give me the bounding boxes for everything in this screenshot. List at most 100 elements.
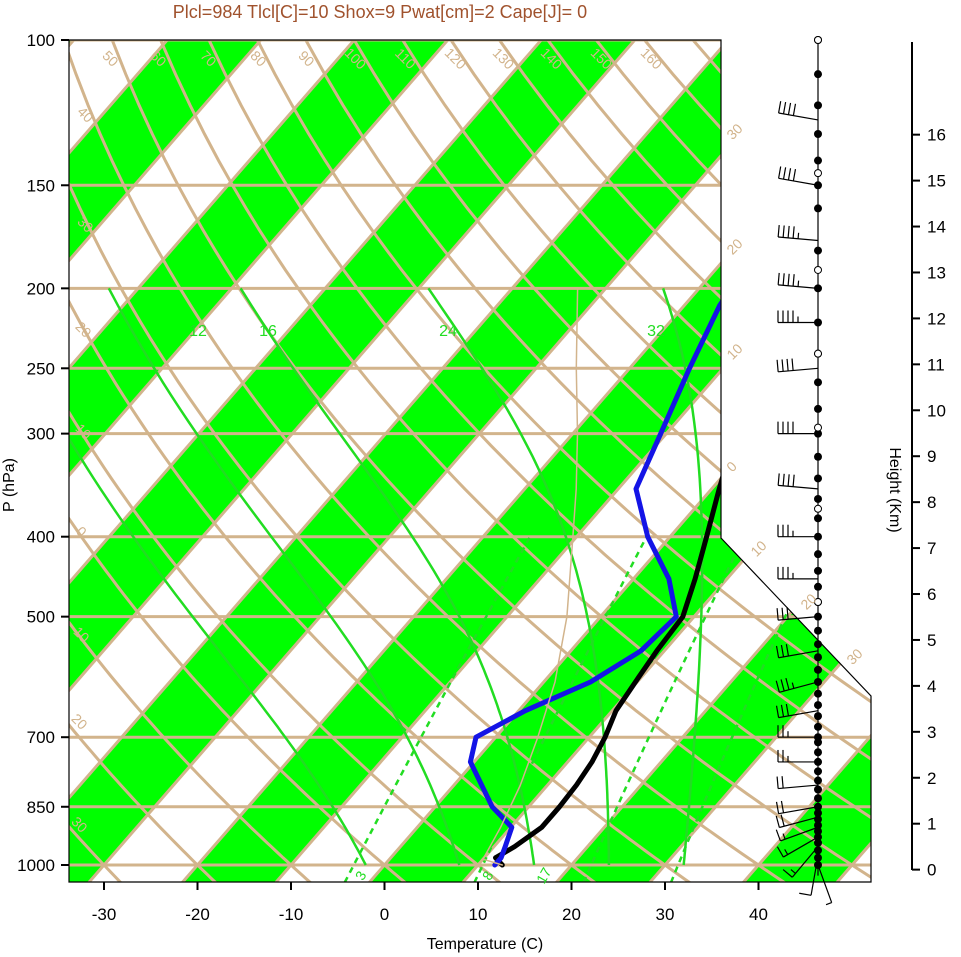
wind-feather — [787, 474, 790, 487]
wind-feather — [785, 703, 790, 716]
parcel-line — [482, 287, 579, 866]
y-tick-label: 700 — [27, 728, 55, 747]
axes: -30 -20 -10 0 10 20 30 401001502002503004005007… — [17, 31, 768, 924]
wind-dot — [814, 767, 822, 776]
wind-feather — [825, 902, 832, 906]
height-tick-label: 5 — [927, 631, 936, 650]
wind-feather — [776, 359, 779, 372]
mixing-ratio-line — [669, 536, 823, 882]
wind-dot — [814, 665, 822, 674]
wind-feather — [782, 273, 785, 286]
wind-feather — [782, 833, 786, 840]
height-tick-label: 14 — [927, 218, 946, 237]
x-tick-label: 0 — [380, 905, 389, 924]
wind-feather — [792, 274, 795, 287]
wind-dot — [814, 378, 822, 387]
moist-adiabat-label: 16 — [259, 323, 277, 340]
wind-feather — [775, 815, 780, 828]
wind-barb — [817, 864, 833, 903]
moist-adiabat-label: 24 — [439, 323, 457, 340]
height-axis-title: Height (Km) — [886, 447, 903, 532]
wind-dot-open — [814, 169, 822, 178]
wind-dot — [814, 550, 822, 559]
y-axis-title: P (hPa) — [1, 458, 18, 512]
wind-dot — [814, 701, 822, 710]
wind-feather — [792, 474, 795, 487]
wind-dot — [814, 809, 822, 818]
wind-dot-open — [814, 349, 822, 358]
mixing-ratio-label: 3 — [352, 868, 370, 883]
height-tick-label: 4 — [927, 677, 936, 696]
wind-dot-open — [814, 36, 822, 44]
wind-dot — [814, 653, 822, 662]
dry-adiabat — [144, 40, 871, 882]
isotherm-line — [69, 40, 669, 882]
wind-dot-open — [814, 423, 822, 432]
isotherm-line — [69, 40, 389, 882]
isotherm-line — [69, 40, 763, 882]
wind-feather — [781, 359, 784, 372]
height-tick-label: 1 — [927, 815, 936, 834]
moist-adiabat-label: 32 — [647, 323, 665, 340]
wind-feather — [778, 101, 782, 114]
y-tick-label: 1000 — [17, 856, 55, 875]
moist-adiabat — [107, 287, 461, 866]
height-tick-label: 2 — [927, 769, 936, 788]
wind-barb — [778, 616, 819, 621]
moist-adiabat — [239, 287, 536, 866]
height-tick-label: 16 — [927, 126, 946, 145]
moist-adiabat — [69, 287, 367, 866]
temperature-stripe — [69, 40, 294, 882]
isotherm-line — [634, 40, 871, 882]
wind-dot — [814, 626, 822, 635]
wind-dot — [814, 640, 822, 649]
wind-feather — [780, 704, 785, 717]
mixing-ratio-label: 8 — [479, 868, 497, 883]
temperature-stripe — [69, 40, 481, 882]
x-tick-label: 40 — [749, 905, 768, 924]
wind-feather — [780, 679, 785, 692]
wind-dot — [814, 494, 822, 503]
wind-barb — [778, 806, 819, 815]
wind-dot-open — [814, 598, 822, 607]
wind-dot — [814, 204, 822, 213]
wind-dot — [814, 156, 822, 165]
x-tick-label: 30 — [656, 905, 675, 924]
right-isotherm-label: 20 — [723, 235, 745, 257]
wind-dot — [814, 748, 822, 757]
wind-feather — [780, 814, 785, 827]
height-tick-label: 12 — [927, 309, 946, 328]
x-tick-label: 10 — [469, 905, 488, 924]
wind-barb — [778, 177, 819, 186]
wind-barb — [791, 846, 819, 878]
dry-adiabat — [69, 40, 331, 882]
dry-adiabat — [285, 40, 871, 882]
wind-feather — [775, 829, 781, 842]
wind-feather — [778, 166, 782, 179]
isotherm-label: 130 — [490, 45, 518, 73]
wind-feather — [792, 103, 797, 116]
wind-dot — [814, 794, 822, 803]
wind-dot — [814, 582, 822, 591]
wind-dot — [814, 785, 822, 794]
wind-feather — [782, 225, 785, 238]
isotherm-label: 160 — [638, 45, 666, 73]
moist-adiabat-label: 12 — [189, 323, 207, 340]
height-tick-label: 11 — [927, 355, 945, 374]
dry-adiabat — [69, 40, 811, 882]
wind-barb — [778, 112, 819, 121]
isotherm-line — [69, 40, 295, 882]
x-tick-label: 20 — [562, 905, 581, 924]
isotherm-line — [69, 40, 576, 882]
dry-adiabat — [69, 40, 523, 882]
moist-adiabat — [427, 287, 611, 865]
wind-dot — [814, 404, 822, 413]
height-tick-label: 3 — [927, 723, 936, 742]
isotherm-label: 120 — [442, 45, 470, 73]
wind-dot — [814, 827, 822, 836]
wind-feather — [791, 682, 795, 689]
mixing-ratio-label: 17 — [533, 865, 555, 887]
wind-feather — [776, 776, 779, 789]
right-isotherm-label: 20 — [797, 590, 819, 612]
